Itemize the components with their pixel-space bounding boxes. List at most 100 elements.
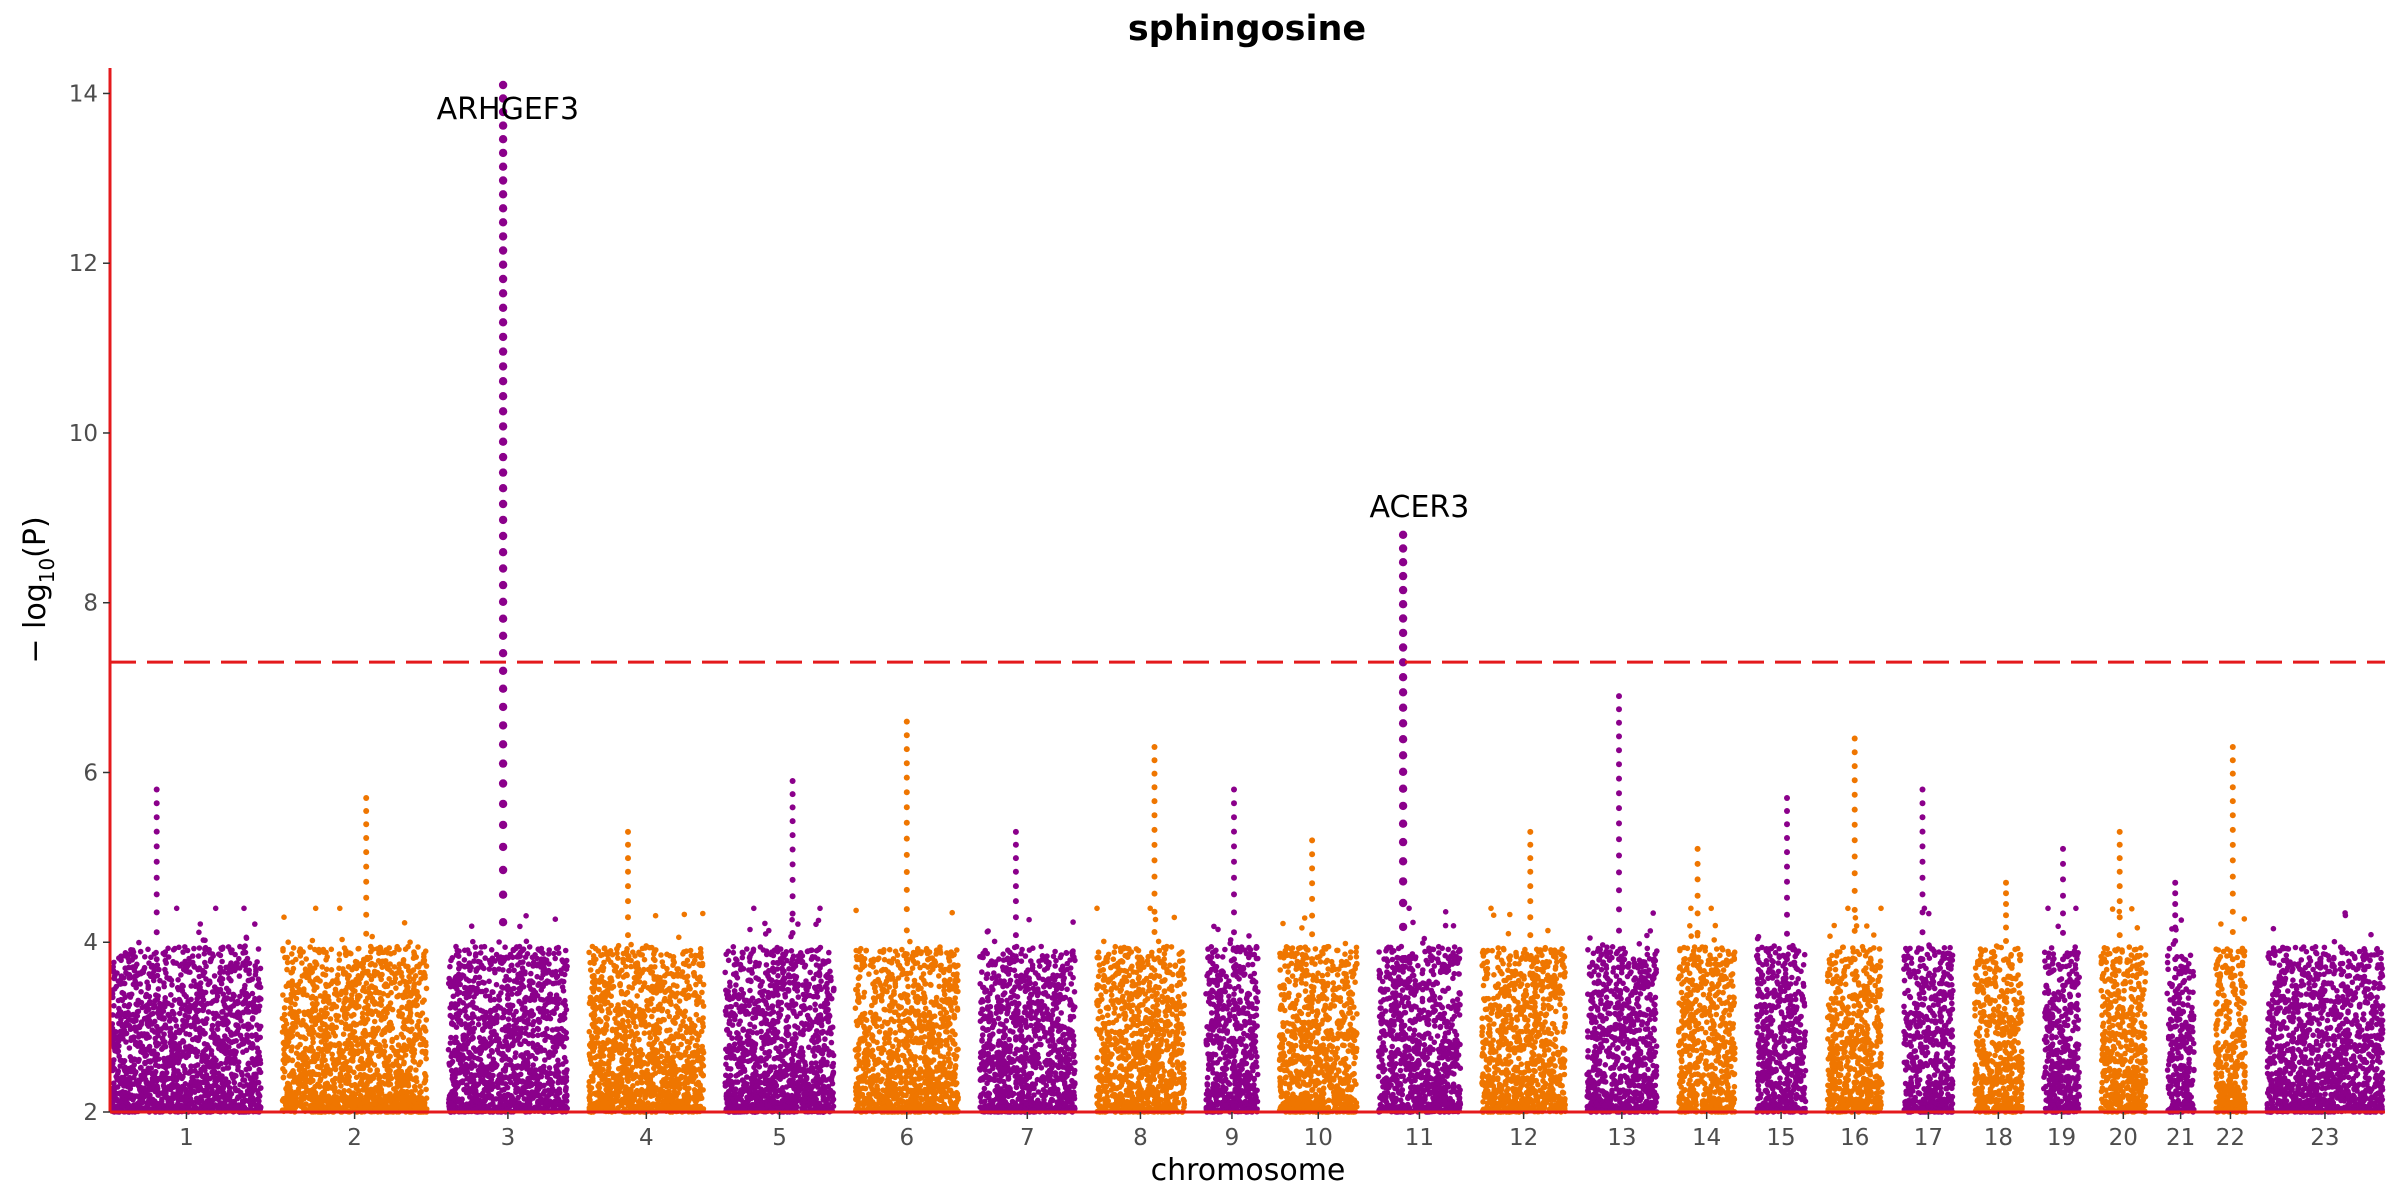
snp-point (241, 1038, 248, 1044)
snp-point (538, 987, 545, 993)
snp-point (233, 1030, 239, 1037)
snp-point (223, 1012, 229, 1018)
snp-point (289, 1026, 295, 1033)
snp-point (449, 1088, 455, 1095)
snp-point (293, 995, 300, 1002)
snp-point (498, 289, 508, 298)
snp-point (116, 1043, 122, 1049)
snp-point (386, 1082, 392, 1088)
snp-point (396, 969, 403, 975)
snp-point (498, 218, 508, 227)
snp-point (488, 1016, 494, 1022)
snp-point (136, 939, 142, 946)
snp-point (153, 909, 160, 916)
snp-point (151, 1056, 158, 1063)
snp-point (345, 1079, 351, 1085)
snp-point (358, 1048, 365, 1054)
snp-point (233, 960, 240, 966)
snp-point (394, 1084, 400, 1090)
snp-point (476, 974, 483, 981)
snp-point (111, 1080, 117, 1086)
snp-point (498, 422, 508, 431)
snp-point (394, 993, 400, 1000)
snp-point (409, 1026, 415, 1032)
snp-point (470, 1045, 477, 1051)
snp-point (307, 962, 313, 969)
snp-point (152, 1075, 158, 1081)
snp-point (498, 377, 508, 386)
snp-point (178, 972, 184, 978)
snp-point (363, 835, 370, 841)
snp-point (236, 955, 242, 962)
snp-point (545, 1051, 551, 1057)
snp-point (451, 1081, 457, 1088)
snp-point (138, 999, 145, 1006)
snp-point (419, 1049, 426, 1055)
snp-point (185, 1052, 192, 1059)
snp-point (252, 963, 258, 969)
snp-point (486, 978, 492, 985)
snp-point (516, 943, 523, 950)
snp-point (400, 957, 407, 964)
snp-point (284, 1043, 291, 1050)
snp-point (498, 614, 508, 623)
snp-point (518, 1091, 525, 1098)
snp-point (562, 947, 569, 954)
snp-point (388, 980, 395, 986)
snp-point (220, 991, 227, 997)
snp-point (153, 949, 159, 956)
snp-point (379, 971, 385, 978)
snp-point (531, 1075, 538, 1081)
snp-point (387, 1091, 393, 1097)
snp-point (249, 1041, 256, 1047)
snp-point (498, 702, 508, 712)
snp-point (195, 1087, 202, 1094)
snp-point (329, 1022, 335, 1028)
snp-point (498, 842, 508, 852)
snp-point (498, 392, 508, 401)
snp-point (471, 958, 477, 964)
snp-point (648, 970, 654, 976)
snp-point (161, 1089, 167, 1095)
snp-point (196, 993, 203, 1000)
snp-point (473, 968, 480, 974)
snp-point (236, 1014, 243, 1020)
snp-point (325, 982, 332, 989)
snp-point (195, 953, 202, 959)
snp-point (414, 992, 421, 998)
snp-point (168, 977, 175, 983)
snp-point (258, 996, 264, 1002)
snp-point (401, 1019, 407, 1026)
snp-point (457, 1060, 464, 1067)
snp-point (352, 1095, 359, 1102)
snp-point (534, 992, 541, 999)
snp-point (487, 1024, 494, 1030)
snp-point (481, 1080, 488, 1087)
snp-point (162, 995, 168, 1001)
snp-point (149, 1096, 156, 1103)
snp-point (159, 1096, 165, 1102)
snp-point (488, 1039, 495, 1045)
snp-point (208, 1034, 214, 1040)
snp-point (240, 944, 247, 951)
snp-point (406, 1037, 412, 1043)
snp-point (507, 1061, 514, 1068)
snp-point (160, 1044, 167, 1050)
snp-point (289, 951, 295, 957)
snp-point (111, 1057, 117, 1063)
snp-point (161, 1031, 167, 1037)
snp-point (506, 1022, 512, 1029)
snp-point (381, 1038, 388, 1045)
snp-point (559, 1079, 565, 1085)
snp-point (336, 1089, 342, 1095)
snp-point (175, 1068, 181, 1074)
snp-point (528, 978, 534, 984)
snp-point (209, 989, 216, 995)
snp-point (138, 1091, 144, 1098)
snp-point (210, 953, 216, 959)
snp-point (120, 1030, 127, 1036)
snp-point (495, 1084, 501, 1091)
snp-point (498, 407, 508, 416)
snp-point (363, 911, 370, 918)
snp-point (245, 1002, 251, 1009)
